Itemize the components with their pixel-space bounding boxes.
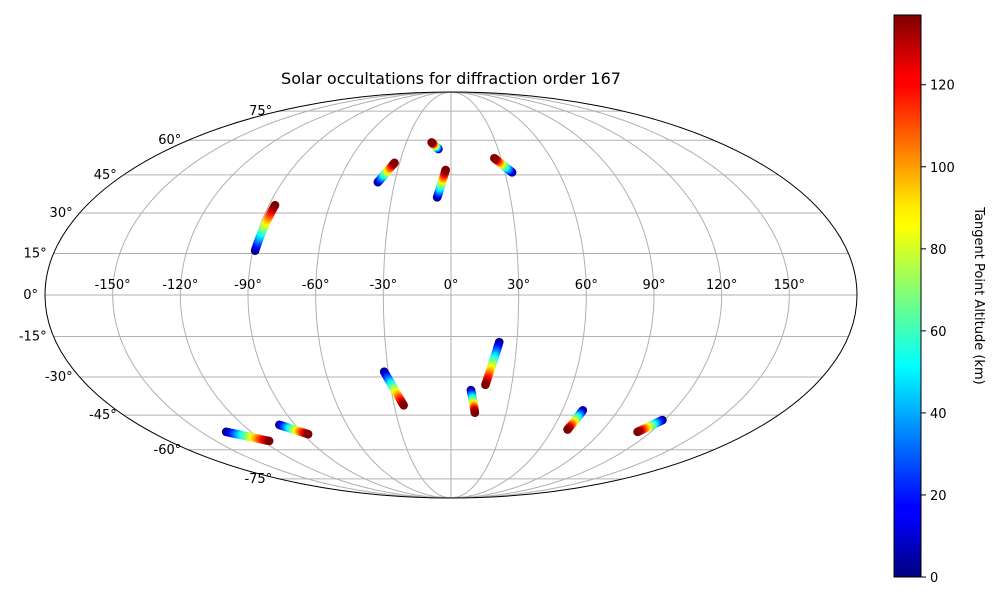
- lat-tick-label: -45°: [89, 408, 117, 423]
- graticule: [45, 92, 857, 498]
- lat-tick-label: -30°: [45, 370, 73, 385]
- occultation-track: [379, 367, 408, 410]
- lon-tick-label: 30°: [507, 278, 530, 293]
- lon-tick-labels: -150° -120° -90° -60° -30° 0° 30° 60° 90° 120° 150…: [95, 278, 805, 293]
- data-point: [303, 429, 313, 439]
- occultation-track: [481, 337, 504, 390]
- colorbar-tick-label: 20: [930, 489, 947, 504]
- lon-tick-label: 0°: [444, 278, 459, 293]
- colorbar-tick-label: 0: [930, 571, 938, 586]
- lat-tick-label: 0°: [23, 288, 38, 303]
- lon-gridline: [450, 92, 520, 498]
- occultation-track: [563, 405, 588, 434]
- data-point: [390, 158, 399, 168]
- colorbar-tick-label: 60: [930, 325, 947, 340]
- occultation-tracks: [221, 138, 667, 446]
- lat-tick-label: 75°: [249, 104, 272, 119]
- data-point: [264, 436, 274, 446]
- lon-gridline: [450, 92, 655, 498]
- data-point: [470, 408, 480, 418]
- colorbar-tick-label: 100: [930, 161, 955, 176]
- lat-tick-label: 45°: [94, 168, 117, 183]
- lat-tick-label: -15°: [19, 330, 47, 345]
- lon-gridline: [382, 92, 452, 498]
- lon-gridline: [450, 92, 790, 498]
- lat-tick-label: 30°: [50, 206, 73, 221]
- lat-tick-labels: 75° 60° 45° 30° 15° 0° -15° -30° -45° -60° -75°: [19, 104, 272, 487]
- lon-gridline: [450, 92, 723, 498]
- lon-tick-label: 150°: [774, 278, 805, 293]
- colorbar-tick-label: 120: [930, 79, 955, 94]
- occultation-track: [633, 415, 667, 437]
- data-point: [563, 425, 572, 434]
- colorbar-label: Tangent Point Altitude (km): [971, 206, 986, 384]
- lat-tick-label: 15°: [24, 246, 47, 261]
- lat-tick-label: -75°: [244, 472, 272, 487]
- map-outline: [44, 91, 858, 499]
- lon-gridline: [112, 92, 452, 498]
- occultation-track: [250, 200, 280, 255]
- chart-title: Solar occultations for diffraction order…: [281, 69, 621, 88]
- occultation-track: [275, 420, 313, 439]
- occultation-track: [427, 138, 443, 154]
- colorbar-ticks: 0 20 40 60 80 100 120: [921, 79, 955, 586]
- occultation-track: [221, 427, 274, 446]
- lon-gridline: [450, 92, 587, 498]
- colorbar: [893, 14, 922, 578]
- lon-tick-label: 60°: [575, 278, 598, 293]
- data-point: [441, 165, 450, 175]
- occultation-track: [373, 158, 399, 187]
- lon-gridline: [247, 92, 452, 498]
- lat-tick-label: 60°: [158, 133, 181, 148]
- lon-tick-label: -60°: [302, 278, 330, 293]
- colorbar-tick-label: 80: [930, 243, 947, 258]
- colorbar-tick-label: 40: [930, 407, 947, 422]
- data-point: [481, 380, 490, 390]
- occultation-track: [432, 165, 450, 202]
- lon-tick-label: -120°: [162, 278, 198, 293]
- occultation-track: [490, 153, 517, 177]
- lat-tick-label: -60°: [154, 443, 182, 458]
- data-point: [427, 138, 436, 147]
- data-point: [270, 200, 280, 210]
- lon-gridline: [315, 92, 452, 498]
- lon-tick-label: -90°: [234, 278, 262, 293]
- data-point: [633, 427, 642, 437]
- occultation-track: [466, 385, 480, 418]
- data-point: [490, 153, 499, 163]
- lon-tick-label: -150°: [95, 278, 131, 293]
- lon-gridline: [179, 92, 452, 498]
- lon-tick-label: 90°: [642, 278, 665, 293]
- lon-tick-label: 120°: [706, 278, 737, 293]
- data-point: [399, 401, 408, 410]
- lon-tick-label: -30°: [369, 278, 397, 293]
